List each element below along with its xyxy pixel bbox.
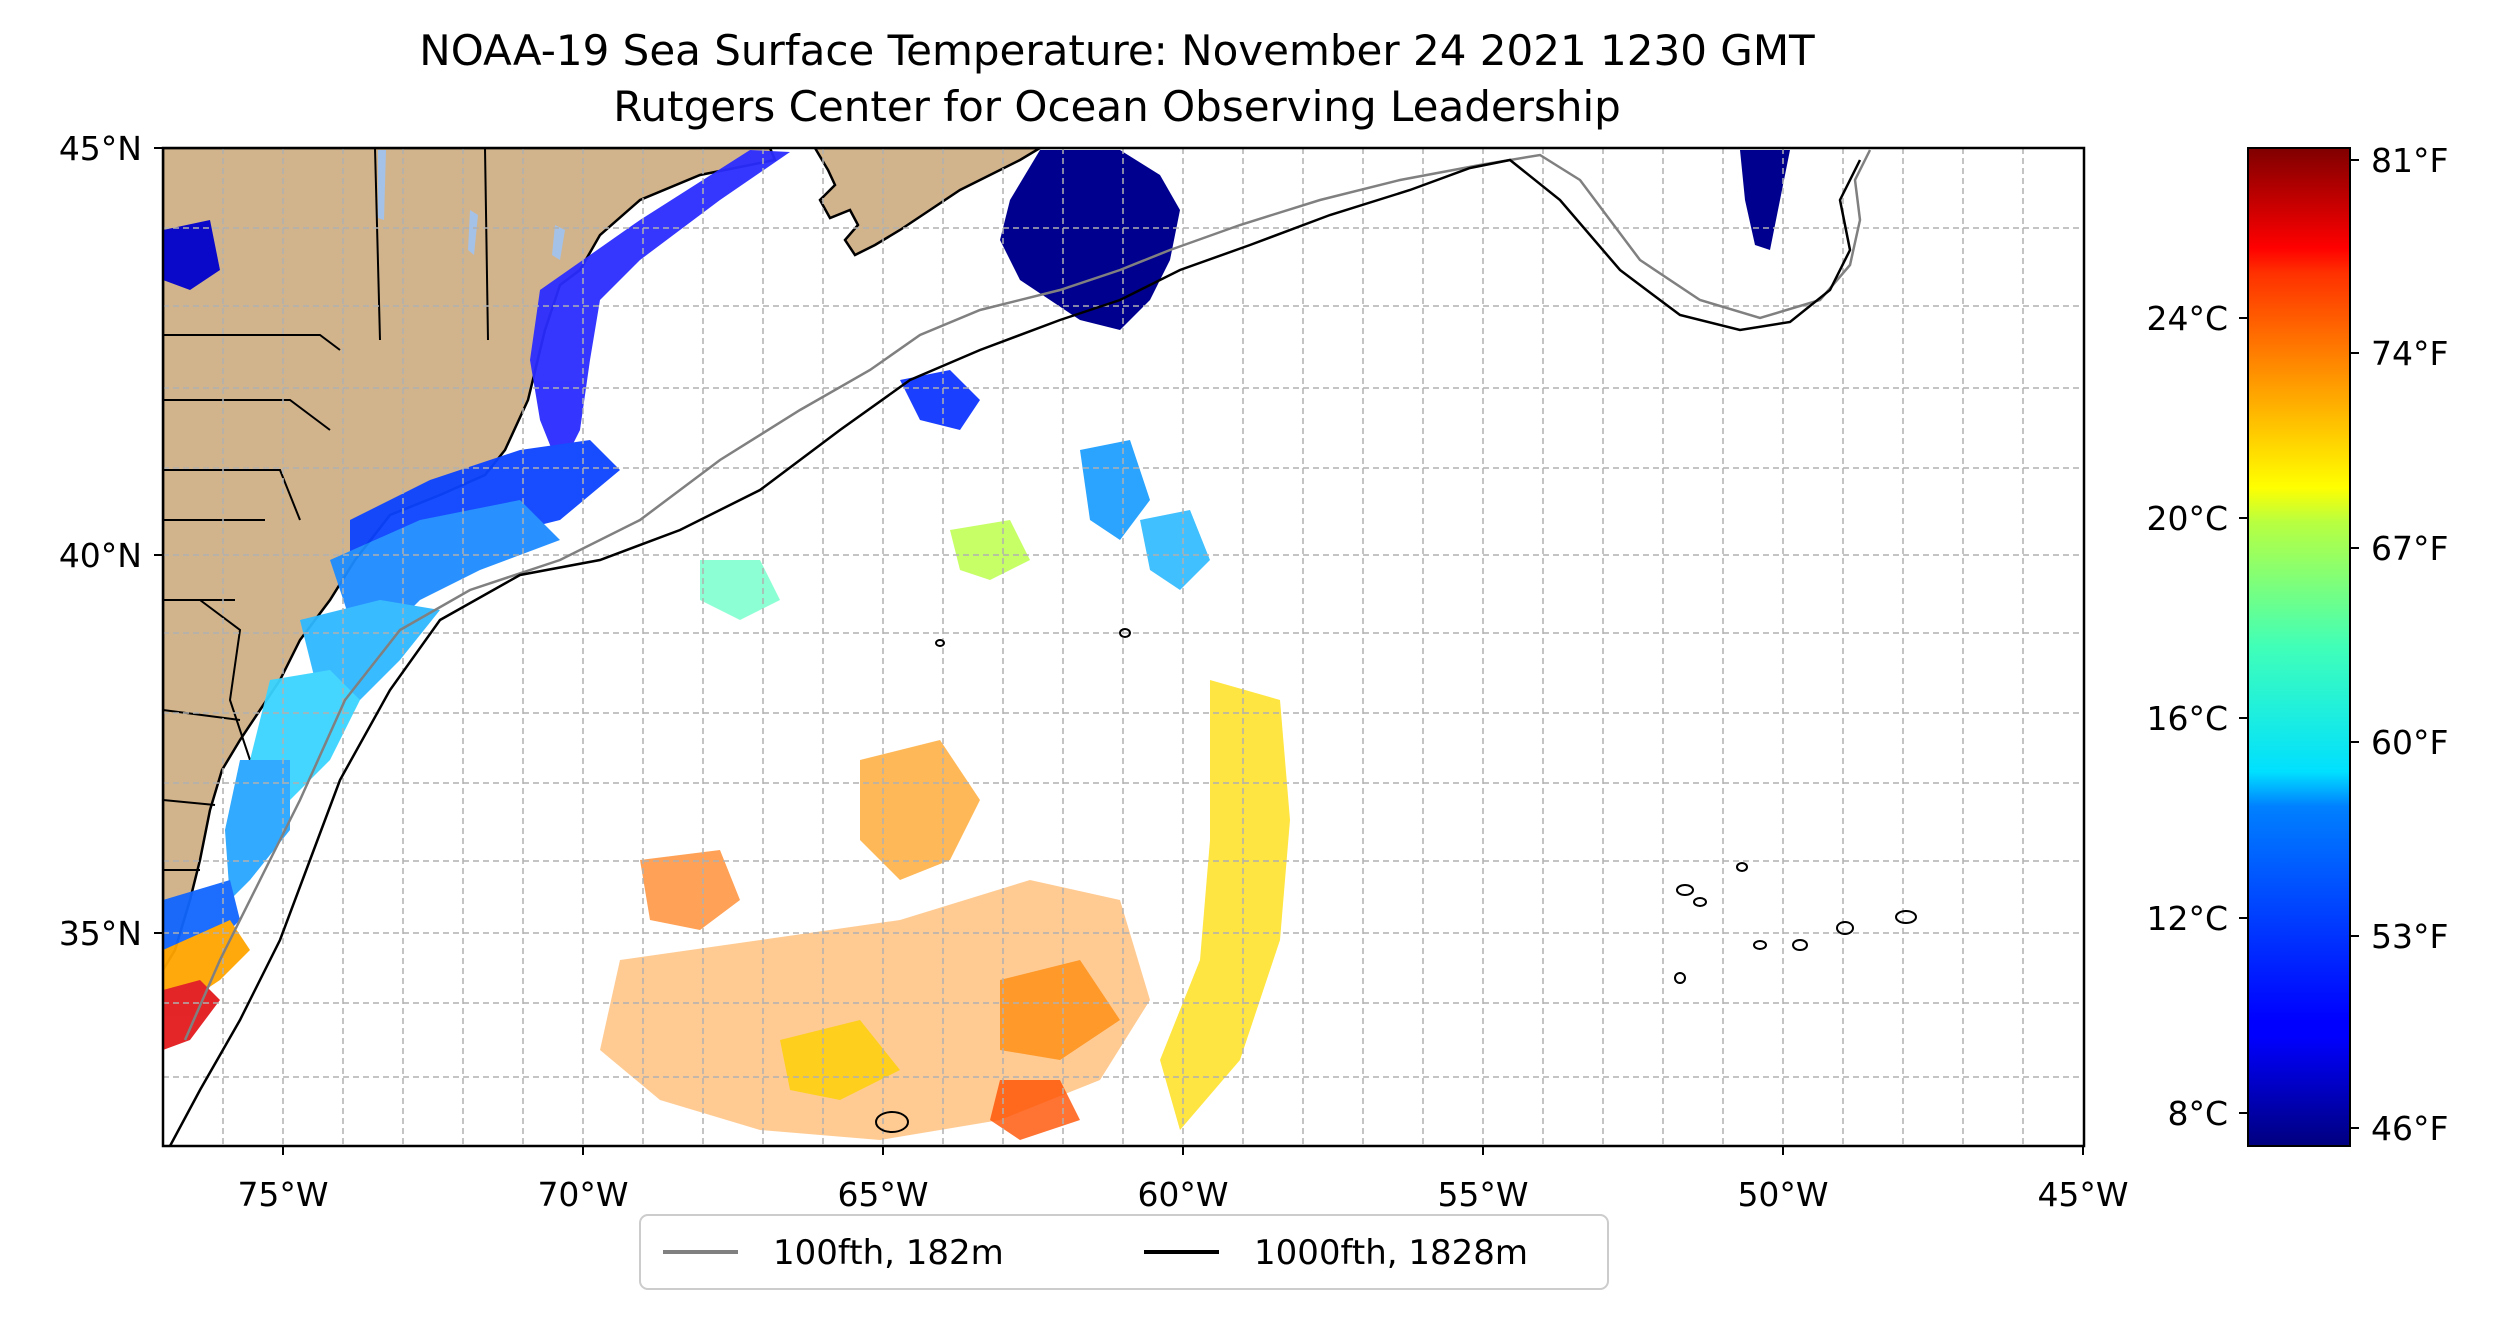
lon-tick-60w: 60°W — [1137, 1175, 1228, 1214]
lat-tick-40n: 40°N — [59, 536, 142, 575]
colorbar-f-67: 67°F — [2371, 529, 2448, 568]
isobath-1000fth — [168, 158, 1862, 1146]
colorbar-c-24: 24°C — [2146, 299, 2228, 338]
lon-tick-75w: 75°W — [237, 1175, 328, 1214]
colorbar-c-16: 16°C — [2146, 699, 2228, 738]
colorbar-f-60: 60°F — [2371, 723, 2448, 762]
lon-tick-65w: 65°W — [837, 1175, 928, 1214]
lat-tick-35n: 35°N — [59, 914, 142, 953]
legend-label-100fth: 100fth, 182m — [773, 1233, 1004, 1273]
lat-tick-labels: 45°N 40°N 35°N — [59, 129, 142, 953]
map-area — [163, 148, 2084, 1146]
lakes — [378, 150, 565, 260]
lon-tick-labels: 75°W 70°W 65°W 60°W 55°W 50°W 45°W — [237, 1175, 2128, 1214]
legend-label-1000fth: 1000fth, 1828m — [1254, 1233, 1528, 1273]
lon-tick-70w: 70°W — [537, 1175, 628, 1214]
lon-tick-45w: 45°W — [2037, 1175, 2128, 1214]
map-title: NOAA-19 Sea Surface Temperature: Novembe… — [419, 26, 1815, 75]
colorbar-c-20: 20°C — [2146, 499, 2228, 538]
colorbar-c-8: 8°C — [2167, 1094, 2228, 1133]
map-subtitle: Rutgers Center for Ocean Observing Leade… — [613, 82, 1621, 131]
seamounts — [875, 628, 1917, 1133]
colorbar-c-12: 12°C — [2146, 899, 2228, 938]
colorbar-gradient — [2247, 147, 2351, 1147]
colorbar-f-81: 81°F — [2371, 141, 2448, 180]
isobath-100fth — [183, 149, 1872, 1041]
sst-offshore-cold — [900, 150, 1790, 590]
sst-coastal-band — [163, 150, 790, 1050]
colorbar-f-46: 46°F — [2371, 1109, 2448, 1148]
lon-tick-50w: 50°W — [1737, 1175, 1828, 1214]
state-borders — [163, 148, 489, 871]
legend: 100fth, 182m 1000fth, 1828m — [639, 1214, 1609, 1290]
lat-tick-45n: 45°N — [59, 129, 142, 168]
colorbar-f-74: 74°F — [2371, 334, 2448, 373]
gridlines — [163, 148, 2084, 1146]
colorbar-f-53: 53°F — [2371, 917, 2448, 956]
map-frame — [161, 146, 2086, 1148]
lon-tick-55w: 55°W — [1437, 1175, 1528, 1214]
land-nova-scotia — [813, 148, 1043, 257]
axis-tick-marks — [154, 147, 2084, 1155]
sst-warm-patches — [600, 520, 1290, 1140]
colorbar: 24°C 20°C 16°C 12°C 8°C 81°F 74°F 67°F 6… — [2146, 141, 2448, 1148]
